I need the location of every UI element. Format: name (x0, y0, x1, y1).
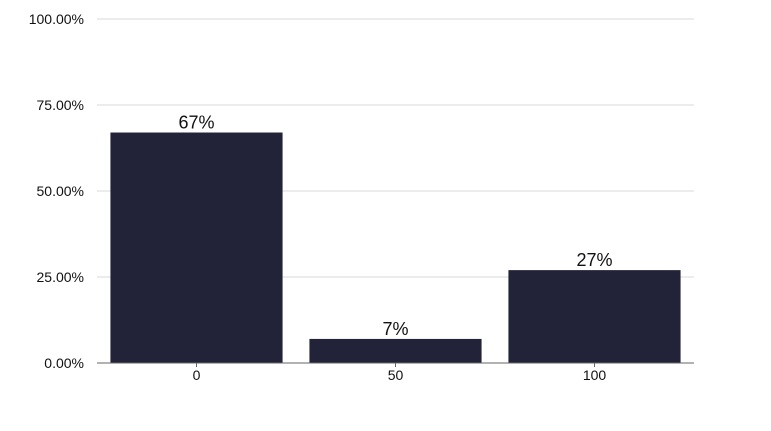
y-tick-label: 50.00% (37, 183, 84, 199)
data-label: 7% (382, 319, 408, 339)
x-tick-label: 100 (583, 367, 607, 383)
y-tick-label: 0.00% (44, 355, 84, 371)
bar (309, 338, 482, 363)
bars (110, 132, 681, 363)
bar (508, 270, 681, 363)
x-tick-label: 0 (193, 367, 201, 383)
x-axis-tick-labels: 0 50 100 (193, 363, 607, 383)
data-labels: 67% 7% 27% (178, 113, 612, 339)
y-axis-tick-labels: 0.00% 25.00% 50.00% 75.00% 100.00% (29, 11, 84, 371)
y-tick-label: 25.00% (37, 269, 84, 285)
y-tick-label: 100.00% (29, 11, 84, 27)
y-tick-label: 75.00% (37, 97, 84, 113)
bar (110, 132, 283, 363)
data-label: 27% (576, 250, 612, 270)
data-label: 67% (178, 113, 214, 133)
x-tick-label: 50 (388, 367, 404, 383)
